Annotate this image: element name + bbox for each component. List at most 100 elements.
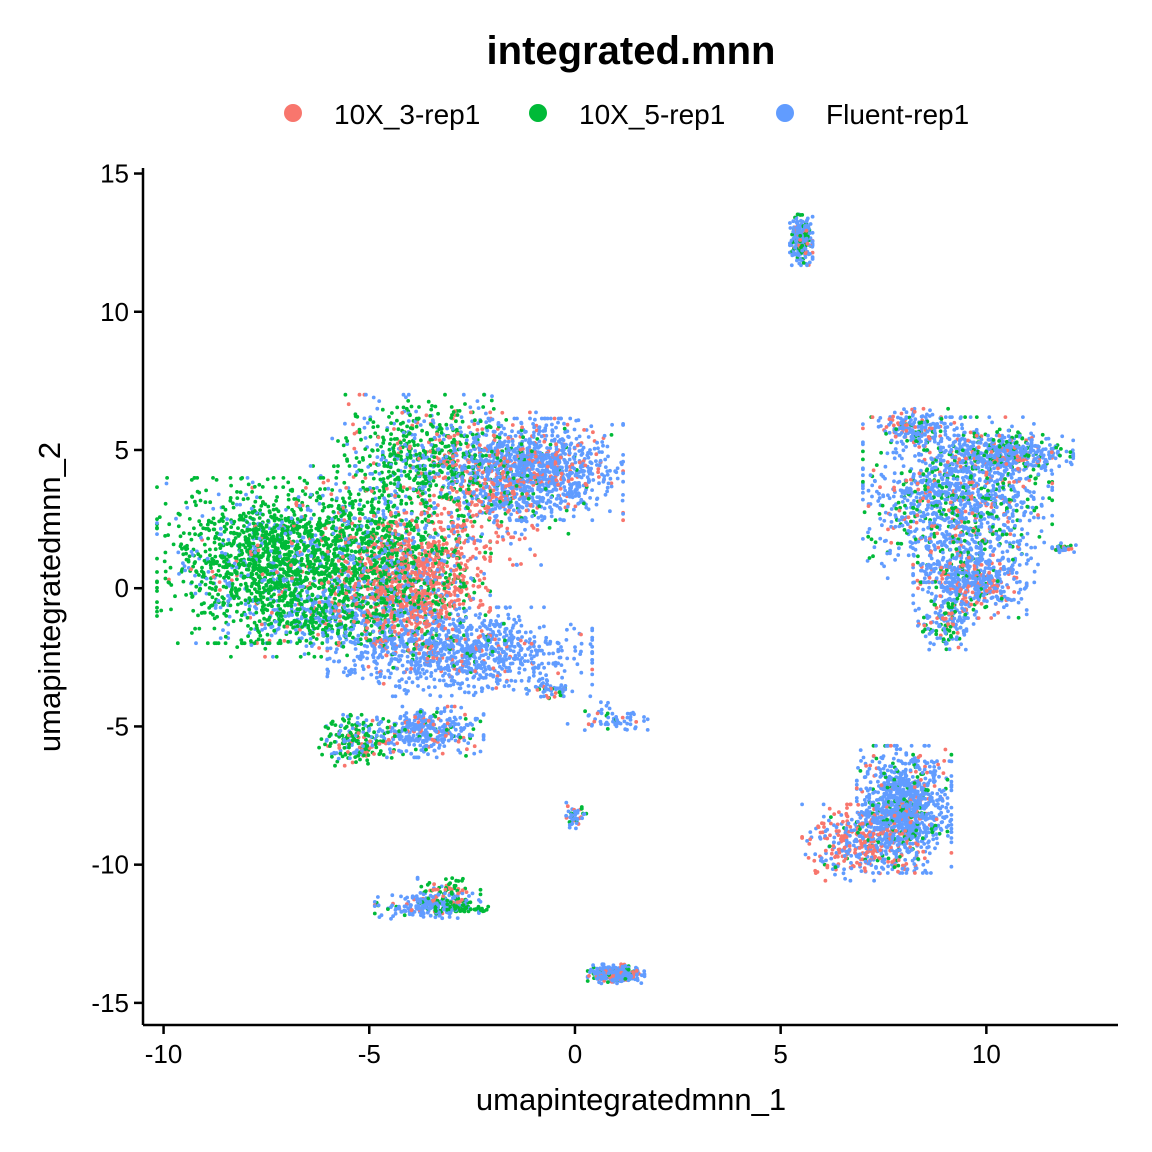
scatter-point — [365, 500, 370, 505]
scatter-point — [465, 747, 469, 752]
scatter-point — [841, 871, 846, 876]
scatter-point — [250, 572, 255, 577]
scatter-point — [1021, 484, 1026, 489]
scatter-point — [321, 480, 326, 485]
scatter-point — [342, 763, 347, 768]
scatter-points — [155, 212, 1078, 986]
scatter-point — [441, 678, 446, 683]
scatter-point — [510, 439, 515, 444]
scatter-point — [193, 532, 198, 537]
scatter-point — [881, 766, 886, 771]
scatter-point — [517, 671, 521, 675]
scatter-point — [222, 529, 227, 534]
scatter-point — [607, 706, 612, 711]
scatter-point — [393, 461, 398, 466]
scatter-point — [352, 658, 356, 663]
scatter-point — [462, 633, 466, 638]
scatter-point — [949, 788, 954, 793]
scatter-point — [368, 632, 372, 637]
scatter-point — [463, 717, 468, 721]
scatter-point — [579, 641, 584, 646]
scatter-point — [863, 801, 868, 805]
scatter-point — [460, 419, 465, 424]
scatter-point — [363, 476, 368, 480]
scatter-point — [217, 580, 222, 584]
scatter-point — [409, 404, 414, 409]
scatter-point — [479, 629, 484, 633]
scatter-point — [259, 622, 264, 627]
scatter-point — [828, 833, 832, 838]
scatter-point — [913, 547, 918, 552]
scatter-point — [375, 485, 379, 490]
scatter-point — [309, 524, 313, 529]
scatter-point — [401, 405, 406, 410]
scatter-point — [486, 904, 491, 909]
scatter-point — [921, 862, 926, 867]
scatter-point — [239, 618, 243, 623]
scatter-point — [517, 497, 522, 501]
scatter-point — [435, 710, 439, 715]
scatter-point — [299, 507, 303, 512]
scatter-point — [447, 616, 452, 621]
scatter-point — [934, 576, 939, 581]
scatter-point — [372, 730, 376, 735]
scatter-point — [896, 869, 900, 874]
scatter-point — [517, 618, 522, 623]
scatter-point — [342, 480, 347, 485]
scatter-point — [155, 609, 159, 614]
scatter-point — [338, 636, 342, 641]
scatter-point — [923, 461, 928, 466]
scatter-point — [467, 656, 472, 661]
scatter-point — [416, 684, 420, 688]
scatter-point — [169, 607, 173, 612]
scatter-point — [933, 846, 937, 851]
scatter-point — [1004, 603, 1009, 608]
scatter-point — [304, 570, 309, 575]
scatter-point — [590, 518, 595, 523]
scatter-point — [484, 647, 489, 652]
chart-title: integrated.mnn — [487, 29, 776, 73]
scatter-point — [387, 415, 391, 419]
scatter-point — [391, 914, 395, 918]
scatter-point — [399, 473, 404, 478]
scatter-point — [943, 429, 948, 434]
scatter-point — [979, 601, 984, 606]
scatter-point — [419, 541, 424, 546]
scatter-point — [958, 625, 963, 630]
scatter-point — [949, 826, 954, 831]
scatter-point — [597, 481, 601, 486]
scatter-point — [511, 687, 516, 692]
scatter-point — [455, 671, 459, 676]
scatter-point — [574, 436, 579, 441]
scatter-point — [461, 392, 466, 397]
scatter-point — [1008, 505, 1013, 510]
scatter-point — [605, 472, 610, 477]
scatter-point — [810, 257, 815, 261]
scatter-point — [886, 864, 890, 869]
scatter-point — [281, 485, 286, 489]
scatter-point — [562, 669, 567, 673]
scatter-point — [494, 633, 499, 638]
scatter-point — [386, 719, 391, 724]
scatter-point — [842, 859, 846, 863]
scatter-point — [249, 627, 253, 631]
scatter-point — [592, 446, 597, 451]
scatter-point — [972, 473, 977, 477]
scatter-point — [925, 613, 929, 618]
scatter-point — [377, 399, 382, 403]
scatter-point — [1046, 484, 1051, 489]
scatter-point — [480, 427, 485, 431]
scatter-point — [894, 450, 899, 455]
scatter-point — [247, 631, 252, 635]
legend-label-10x-5: 10X_5-rep1 — [579, 99, 725, 130]
scatter-point — [635, 978, 640, 983]
legend-label-10x-3: 10X_3-rep1 — [334, 99, 480, 130]
scatter-point — [876, 418, 881, 423]
scatter-point — [404, 711, 409, 715]
scatter-point — [442, 744, 447, 748]
scatter-point — [503, 432, 508, 437]
scatter-point — [185, 505, 190, 510]
scatter-point — [1072, 550, 1076, 554]
scatter-point — [459, 705, 464, 710]
